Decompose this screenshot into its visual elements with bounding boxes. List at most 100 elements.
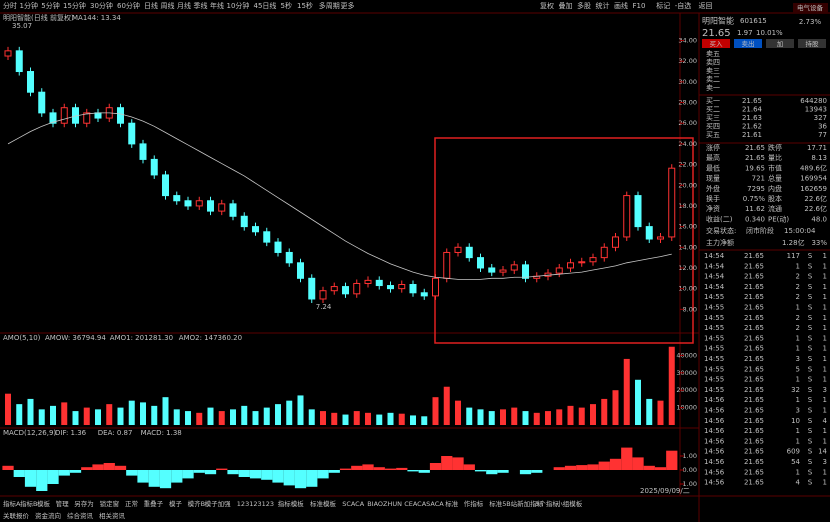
y-tick-label: 8.00 — [683, 305, 697, 313]
macd-bar — [531, 470, 543, 473]
indicator-tab[interactable]: 小组模板 — [556, 499, 583, 508]
tool-button[interactable]: 多股 — [577, 1, 591, 10]
indicator-tab[interactable]: 作指标 — [464, 499, 484, 508]
bottom-tab[interactable]: 综合资讯 — [67, 511, 94, 520]
volume-bar — [578, 407, 585, 425]
tool-button[interactable]: 复权 — [540, 1, 554, 10]
tool-button[interactable]: -自选 — [675, 1, 692, 10]
bottom-tab[interactable]: 资金流向 — [35, 511, 61, 520]
macd-bar — [621, 447, 633, 470]
tick-price: 21.65 — [744, 262, 764, 270]
tick-time: 14:54 — [704, 273, 725, 281]
stat-label: 最低 — [706, 163, 720, 172]
period-tab[interactable]: 日线 — [144, 1, 158, 10]
indicator-tab[interactable]: 锁定窗 — [100, 499, 120, 508]
period-tab[interactable]: 5分钟 — [41, 1, 59, 10]
button-bg[interactable] — [734, 39, 762, 48]
period-tab[interactable]: 更多 — [341, 1, 355, 10]
panel-title: MACD(12,26,9) — [3, 429, 56, 437]
macd-bar — [24, 470, 37, 487]
tick-volume: 609 — [787, 448, 800, 456]
period-tab[interactable]: 60分钟 — [117, 1, 140, 10]
button[interactable]: 加 — [777, 39, 784, 48]
indicator-tab[interactable]: 指标B — [20, 499, 37, 508]
indicator-tab[interactable]: 管理 — [56, 499, 70, 508]
period-tab[interactable]: 5秒 — [281, 1, 292, 10]
bid-volume: 13943 — [805, 106, 827, 114]
volume-bar — [117, 407, 124, 425]
button[interactable]: 持股 — [806, 39, 820, 48]
indicator-tab[interactable]: CEACASACA — [404, 500, 444, 508]
button-bg[interactable] — [798, 39, 826, 48]
indicator-tab[interactable]: 指标模板 — [278, 499, 305, 508]
indicator-tab[interactable]: B站新加指标 — [506, 499, 543, 508]
tick-side: S — [808, 448, 813, 456]
candle — [162, 174, 169, 197]
tool-button[interactable]: 返回 — [699, 2, 713, 10]
indicator-tab[interactable]: 标准模板 — [310, 499, 337, 508]
indicator-tab[interactable]: 重叠子 — [144, 500, 164, 508]
period-tab[interactable]: 15分钟 — [63, 1, 86, 10]
button[interactable]: 卖出 — [742, 39, 755, 48]
date-label: 2025/09/09/二 — [640, 487, 690, 495]
macd-bar — [418, 470, 430, 473]
y-tick-label: 30.00 — [678, 78, 697, 86]
bottom-tab[interactable]: 关联报价 — [3, 511, 30, 520]
volume-bar — [545, 411, 551, 425]
period-tab[interactable]: 年线 — [210, 1, 224, 10]
indicator-tab[interactable]: 正常 — [125, 499, 138, 508]
y-tick-label: 40000 — [676, 351, 697, 359]
period-tab[interactable]: 10分钟 — [227, 1, 250, 10]
period-tab[interactable]: 1分钟 — [20, 1, 38, 10]
macd-bar — [666, 450, 678, 470]
button-bg[interactable] — [702, 39, 730, 48]
tool-button[interactable]: 标记 — [656, 1, 670, 10]
candle — [432, 277, 439, 297]
indicator-tab[interactable]: 模子 — [169, 499, 183, 508]
tool-button[interactable]: 叠加 — [559, 1, 573, 10]
period-tab[interactable]: 30分钟 — [90, 1, 113, 10]
tick-time: 14:54 — [704, 283, 725, 291]
volume-legend: AMO2: 147360.20 — [179, 334, 242, 342]
tick-price: 21.65 — [744, 407, 764, 415]
tick-count: 1 — [823, 427, 827, 435]
stat-value: 7295 — [747, 185, 765, 193]
candle — [330, 286, 338, 292]
period-tab[interactable]: 15秒 — [297, 1, 313, 10]
volume-bar — [207, 407, 214, 425]
period-tab[interactable]: 45日线 — [254, 1, 277, 10]
tool-button[interactable]: 画线 — [614, 1, 628, 10]
indicator-tab[interactable]: 指标A — [3, 499, 21, 508]
period-tab[interactable]: 月线 — [177, 1, 191, 10]
indicator-tab[interactable]: 标准5 — [489, 499, 506, 508]
indicator-tab[interactable]: 123123123 — [237, 500, 274, 508]
period-tab[interactable]: 多周期 — [319, 1, 340, 10]
indicator-tab[interactable]: BIAOZHUN — [367, 500, 402, 508]
period-tab[interactable]: 分时 — [3, 1, 17, 10]
y-tick-label: 20000 — [676, 386, 697, 394]
volume-bar — [331, 412, 338, 425]
indicator-tab[interactable]: SCACA — [342, 500, 365, 508]
period-tab[interactable]: 周线 — [161, 1, 175, 10]
candle — [364, 279, 372, 284]
candle — [240, 215, 248, 228]
tick-time: 14:55 — [704, 355, 724, 363]
button-bg[interactable] — [766, 39, 794, 48]
bottom-tab[interactable]: 相关资讯 — [99, 511, 126, 520]
indicator-tab[interactable]: 模子加强 — [205, 499, 232, 508]
tool-button[interactable]: 统计 — [596, 1, 610, 10]
tool-button[interactable]: F10 — [633, 2, 646, 10]
candle — [195, 200, 203, 207]
indicator-tab[interactable]: 5个指标 — [535, 499, 559, 508]
indicator-tab[interactable]: 模板 — [37, 499, 51, 508]
indicator-tab[interactable]: 标准 — [445, 499, 459, 508]
candle — [297, 262, 304, 279]
button[interactable]: 买入 — [710, 40, 724, 48]
candle — [285, 251, 293, 264]
tick-count: 1 — [823, 283, 827, 291]
macd-bar — [47, 470, 59, 484]
indicator-tab[interactable]: 模齐B — [188, 499, 205, 508]
volume-bar — [263, 407, 270, 425]
indicator-tab[interactable]: 另存为 — [74, 499, 94, 508]
period-tab[interactable]: 季线 — [194, 1, 208, 10]
